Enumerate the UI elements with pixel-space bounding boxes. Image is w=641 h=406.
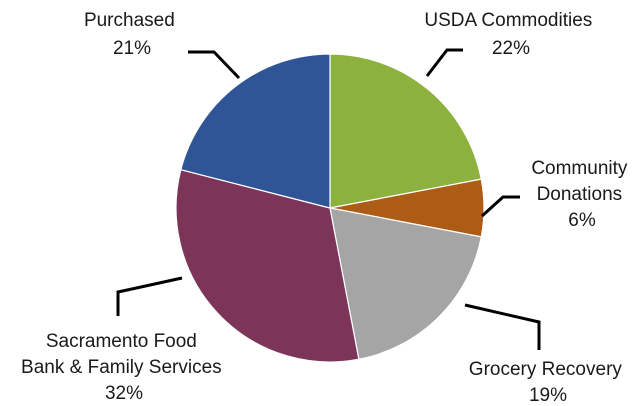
label-grocery-recovery-line-1: Grocery Recovery [469,359,623,380]
pie-slice-sacramento-food-bank-family-services [175,168,360,363]
leader-lines [116,48,541,350]
label-purchased: Purchased 21% [84,10,180,59]
pie-slice-purchased [180,53,331,209]
label-community-donations-line-2: Donations [537,184,623,205]
label-grocery-recovery: Grocery Recovery 19% [469,359,627,406]
label-purchased-line-1: Purchased [84,10,175,31]
label-usda-commodities-line-1: USDA Commodities [424,10,592,31]
label-community-donations: Community Donations 6% [531,158,632,231]
leader-line-usda-commodities [425,48,463,77]
label-sacramento-food-bank-line-3: 32% [105,383,143,404]
pie-slice-grocery-recovery [329,207,482,360]
label-sacramento-food-bank-line-1: Sacramento Food [46,331,197,352]
pie-slices [175,53,485,363]
label-grocery-recovery-line-2: 19% [529,385,567,406]
pie-slice-usda-commodities [329,53,482,209]
label-sacramento-food-bank: Sacramento Food Bank & Family Services 3… [21,331,227,404]
label-usda-commodities-line-2: 22% [492,38,530,59]
leader-line-grocery-recovery [464,303,541,350]
label-purchased-line-2: 21% [113,38,151,59]
label-community-donations-line-3: 6% [568,210,596,231]
leader-line-community-donations [480,195,520,218]
label-sacramento-food-bank-line-2: Bank & Family Services [21,357,222,378]
leader-line-purchased [188,50,241,80]
label-usda-commodities: USDA Commodities 22% [424,10,597,59]
label-community-donations-line-1: Community [531,158,628,179]
leader-line-sacramento-food-bank [116,276,183,316]
